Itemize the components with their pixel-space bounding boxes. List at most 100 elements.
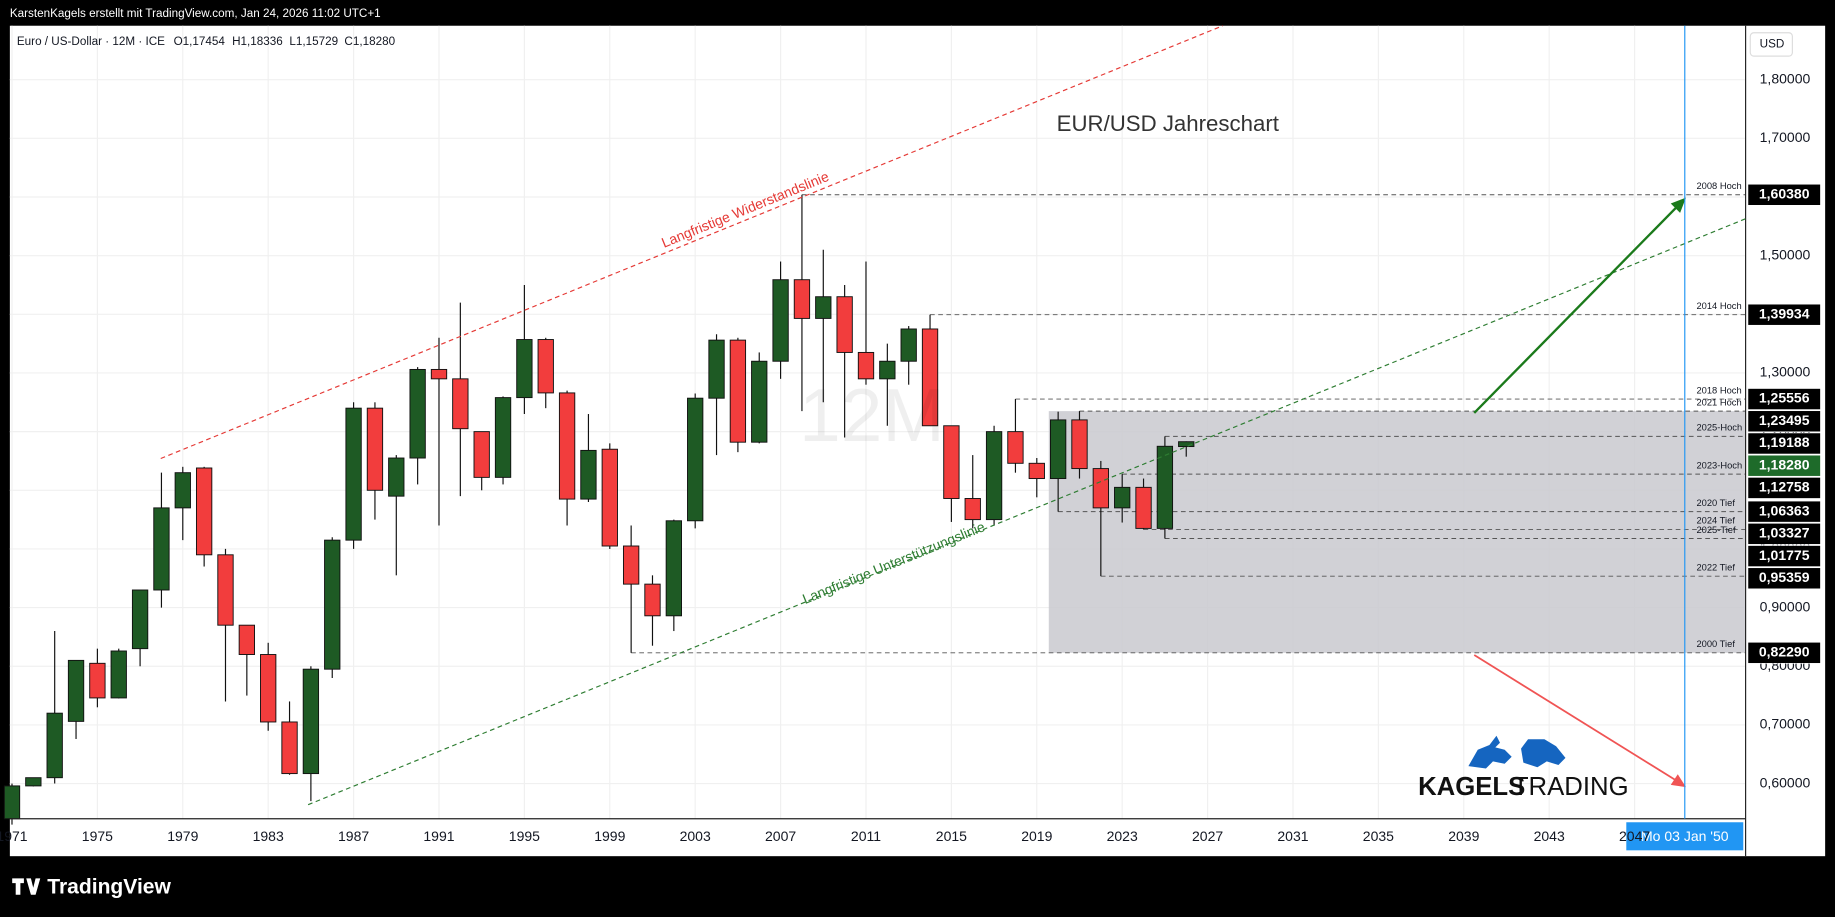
candle-body — [622, 545, 640, 585]
candle-body — [729, 339, 747, 443]
candle-body — [772, 279, 789, 362]
candle-body — [1007, 431, 1024, 464]
logo-text: KAGELS — [1418, 773, 1525, 801]
x-tick-label: 2019 — [1021, 828, 1052, 844]
y-tick-label: 0,60000 — [1760, 774, 1811, 790]
level-label: 2008 Hoch — [1696, 181, 1741, 191]
price-tag — [1747, 477, 1821, 499]
candle-body — [1178, 441, 1195, 448]
candle-body — [985, 431, 1003, 521]
price-tag — [1747, 388, 1821, 410]
cursor-date-box — [1626, 822, 1744, 851]
arrow-head — [1670, 774, 1686, 788]
candle-body — [708, 339, 725, 399]
candle-body — [430, 368, 448, 380]
ohlc: L1,15729 — [289, 35, 338, 48]
candle-body — [921, 328, 939, 427]
level-label: 2014 Hoch — [1696, 301, 1741, 311]
candle-body — [324, 539, 341, 670]
ohlc: C1,18280 — [344, 35, 395, 48]
candle-body — [67, 659, 85, 722]
candle-body — [687, 397, 704, 522]
x-tick-label: 1975 — [82, 828, 113, 844]
candle-body — [25, 777, 42, 787]
candle-body — [793, 279, 811, 319]
x-tick-label: 1987 — [338, 828, 369, 844]
level-label: 2000 Tief — [1696, 639, 1735, 649]
x-tick-label: 1979 — [167, 828, 198, 844]
level-label: 2025-Hoch — [1696, 423, 1742, 433]
price-tag-label: 1,01775 — [1759, 547, 1810, 563]
x-tick-label: 2007 — [765, 828, 796, 844]
x-tick-label: 2023 — [1107, 828, 1138, 844]
candle-body — [3, 785, 21, 820]
candle-body — [815, 296, 832, 319]
level-label: 2021 Hoch — [1696, 397, 1741, 407]
x-tick-label: 2031 — [1277, 828, 1308, 844]
candle-body — [943, 425, 960, 499]
candle-body — [409, 368, 426, 459]
level-label: 2020 Tief — [1696, 498, 1735, 508]
candle-body — [537, 339, 554, 394]
x-tick-label: 2011 — [851, 828, 881, 844]
level-label: 2024 Tief — [1696, 516, 1735, 526]
candle-body — [900, 328, 917, 362]
candle-body — [879, 360, 896, 380]
candle-body — [110, 650, 127, 699]
candle-body — [131, 589, 149, 650]
candle-body — [89, 662, 106, 699]
candle-body — [345, 407, 362, 541]
down-arrow — [1473, 654, 1682, 785]
price-tag — [1747, 567, 1821, 590]
price-tag-label: 1,18280 — [1759, 456, 1810, 472]
candle-body — [751, 360, 768, 443]
candle-body — [836, 296, 853, 353]
candle-body — [580, 449, 597, 500]
price-tag — [1747, 183, 1821, 206]
candle-body — [46, 712, 63, 779]
candle-body — [601, 448, 618, 547]
candle-body — [558, 392, 576, 500]
candle-body — [281, 721, 298, 775]
candle-body — [644, 583, 661, 617]
author: KarstenKagels erstellt mit TradingView.c… — [10, 7, 381, 20]
candle-body — [516, 339, 533, 399]
arrow-head — [1670, 197, 1686, 213]
ohlc: H1,18336 — [232, 35, 283, 48]
level-label: 2023-Hoch — [1696, 460, 1742, 470]
symbol-legend: Euro / US-Dollar · 12M · ICE — [17, 35, 165, 48]
y-tick-label: 0,70000 — [1760, 716, 1811, 732]
level-label: 2025-Tief — [1696, 525, 1736, 535]
price-tag-label: 1,12758 — [1759, 479, 1810, 495]
y-tick-label: 1,50000 — [1760, 246, 1811, 262]
bear-icon — [1521, 739, 1566, 768]
candle-body — [153, 507, 170, 591]
candle-body — [452, 378, 469, 430]
candle-body — [302, 668, 320, 775]
level-label: 2022 Tief — [1696, 562, 1735, 572]
bull-icon — [1468, 735, 1512, 769]
x-tick-label: 2047 — [1619, 828, 1650, 844]
candle-body — [388, 457, 405, 497]
cursor-date: Mo 03 Jan '50 — [1641, 828, 1729, 844]
footer-brand: TradingView — [47, 875, 171, 898]
candle-body — [1135, 486, 1152, 529]
candle-body — [1028, 462, 1045, 480]
price-tag-label: 0,95359 — [1759, 569, 1810, 585]
candle-body — [195, 467, 213, 556]
price-tag — [1747, 410, 1821, 433]
currency-box[interactable] — [1749, 32, 1793, 57]
candle-body — [1049, 419, 1067, 480]
tv-icon — [12, 878, 41, 895]
ohlc: O1,17454 — [174, 35, 226, 48]
price-tag — [1747, 432, 1821, 455]
candle-body — [1114, 486, 1131, 509]
y-tick-label: 0,90000 — [1760, 598, 1811, 614]
candle-body — [494, 397, 512, 478]
candle-body — [1092, 468, 1109, 509]
level-label: 2018 Hoch — [1696, 385, 1741, 395]
candle-body — [857, 351, 875, 380]
x-tick-label: 2039 — [1448, 828, 1479, 844]
candle-body — [260, 654, 277, 723]
